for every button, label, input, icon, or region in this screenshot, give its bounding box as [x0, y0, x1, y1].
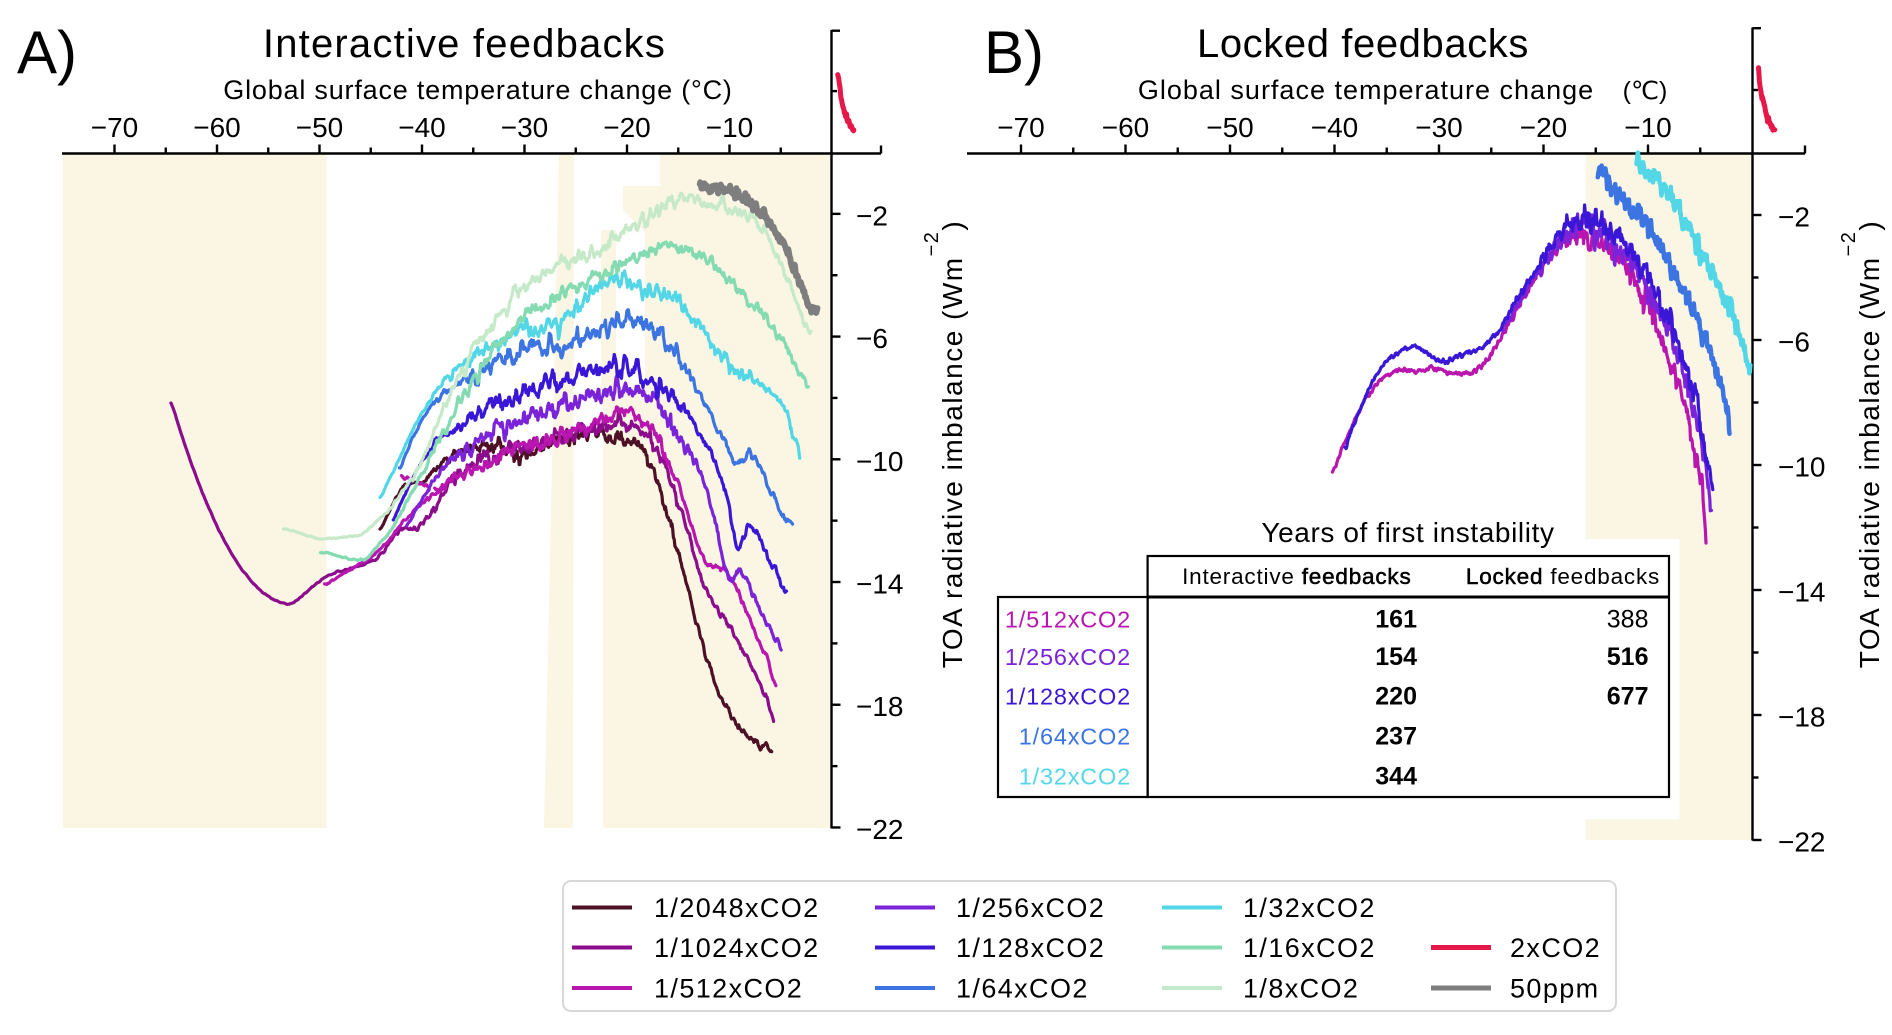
- svg-text:50ppm: 50ppm: [1510, 974, 1600, 1004]
- svg-text:Global surface temperature cha: Global surface temperature change (°C): [223, 75, 732, 105]
- svg-text:−70: −70: [91, 112, 139, 143]
- svg-text:−14: −14: [856, 569, 904, 600]
- svg-text:−6: −6: [856, 323, 888, 354]
- svg-text:1/1024xCO2: 1/1024xCO2: [654, 933, 820, 963]
- svg-text:1/128xCO2: 1/128xCO2: [1005, 684, 1131, 710]
- svg-text:−60: −60: [1102, 112, 1150, 143]
- svg-text:1/64xCO2: 1/64xCO2: [1019, 724, 1131, 750]
- svg-text:1/256xCO2: 1/256xCO2: [956, 893, 1105, 923]
- svg-text:Years of first instability: Years of first instability: [1261, 517, 1554, 548]
- svg-text:516: 516: [1607, 643, 1649, 671]
- svg-text:1/2048xCO2: 1/2048xCO2: [654, 893, 820, 923]
- svg-text:388: 388: [1607, 606, 1649, 634]
- svg-text:Interactive feedbacks: Interactive feedbacks: [263, 22, 666, 66]
- svg-text:1/16xCO2: 1/16xCO2: [1243, 933, 1376, 963]
- svg-text:237: 237: [1375, 723, 1417, 751]
- svg-text:−40: −40: [398, 112, 446, 143]
- svg-text:1/8xCO2: 1/8xCO2: [1243, 974, 1359, 1004]
- svg-text:−20: −20: [1520, 112, 1568, 143]
- svg-text:1/32xCO2: 1/32xCO2: [1019, 764, 1131, 790]
- svg-text:1/64xCO2: 1/64xCO2: [956, 974, 1089, 1004]
- svg-text:1/512xCO2: 1/512xCO2: [1005, 607, 1131, 633]
- svg-text:1/32xCO2: 1/32xCO2: [1243, 893, 1376, 923]
- svg-text:−2: −2: [856, 200, 888, 231]
- svg-text:220: 220: [1375, 683, 1417, 711]
- svg-text:A): A): [17, 19, 77, 86]
- svg-text:2xCO2: 2xCO2: [1510, 933, 1601, 963]
- svg-text:Locked feedbacks: Locked feedbacks: [1197, 22, 1529, 66]
- svg-text:−30: −30: [501, 112, 549, 143]
- svg-text:(℃): (℃): [1623, 77, 1668, 105]
- svg-text:−14: −14: [1778, 577, 1826, 608]
- svg-text:−40: −40: [1311, 112, 1359, 143]
- svg-text:−18: −18: [1778, 702, 1826, 733]
- svg-text:161: 161: [1375, 606, 1417, 634]
- svg-text:−50: −50: [296, 112, 344, 143]
- svg-text:Global surface temperature cha: Global surface temperature change: [1138, 75, 1594, 105]
- svg-text:677: 677: [1607, 683, 1649, 711]
- svg-text:−20: −20: [603, 112, 651, 143]
- svg-text:−22: −22: [856, 814, 904, 845]
- svg-text:−10: −10: [1778, 452, 1826, 483]
- svg-text:−18: −18: [856, 691, 904, 722]
- svg-text:1/128xCO2: 1/128xCO2: [956, 933, 1105, 963]
- svg-text:−2: −2: [1778, 202, 1810, 233]
- svg-text:−30: −30: [1415, 112, 1463, 143]
- svg-text:Locked feedbacks: Locked feedbacks: [1466, 564, 1660, 589]
- svg-text:Interactive feedbacks: Interactive feedbacks: [1182, 564, 1411, 589]
- svg-text:1/256xCO2: 1/256xCO2: [1005, 644, 1131, 670]
- svg-text:−10: −10: [856, 446, 904, 477]
- svg-text:1/512xCO2: 1/512xCO2: [654, 974, 803, 1004]
- svg-text:154: 154: [1375, 643, 1417, 671]
- svg-text:−70: −70: [997, 112, 1045, 143]
- svg-text:−60: −60: [193, 112, 241, 143]
- svg-text:−10: −10: [706, 112, 754, 143]
- svg-text:−22: −22: [1778, 827, 1826, 858]
- svg-text:B): B): [984, 19, 1044, 86]
- svg-text:344: 344: [1375, 763, 1417, 791]
- svg-text:−10: −10: [1624, 112, 1672, 143]
- svg-text:−6: −6: [1778, 327, 1810, 358]
- svg-text:−50: −50: [1206, 112, 1254, 143]
